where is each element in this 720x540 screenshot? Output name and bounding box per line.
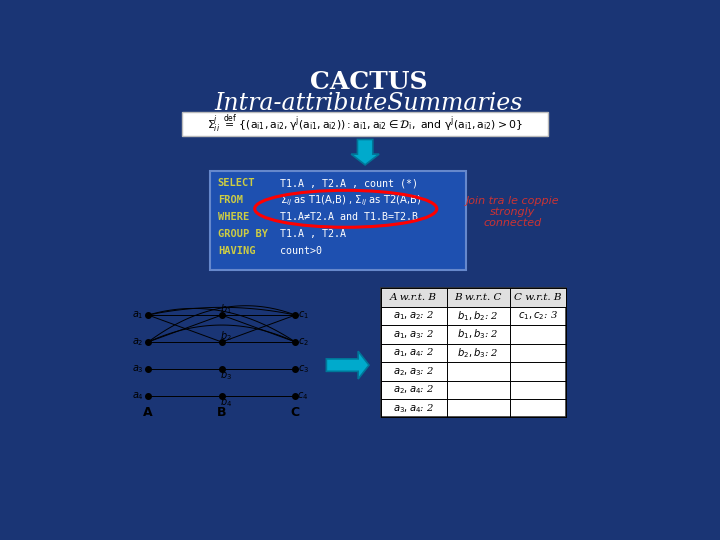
- Polygon shape: [351, 139, 379, 165]
- Text: $c_2$: $c_2$: [297, 336, 309, 348]
- Text: $b_2$: $b_2$: [220, 329, 232, 343]
- Text: $\Sigma_{ii}^{j}\ \overset{\rm def}{=}\ \{(a_{i1}, a_{i2}, \gamma^{j}(a_{i1},a_{: $\Sigma_{ii}^{j}\ \overset{\rm def}{=}\ …: [207, 113, 523, 136]
- Text: SELECT: SELECT: [218, 178, 256, 188]
- Text: $c_1, c_2$: 3: $c_1, c_2$: 3: [518, 309, 558, 322]
- Text: $a_3$: $a_3$: [132, 363, 144, 375]
- FancyBboxPatch shape: [182, 112, 548, 137]
- Text: $a_4$: $a_4$: [132, 390, 144, 402]
- Text: $a_1, a_3$: 2: $a_1, a_3$: 2: [393, 328, 434, 341]
- Text: $b_4$: $b_4$: [220, 395, 232, 409]
- Text: T1.A , T2.A , count (*): T1.A , T2.A , count (*): [280, 178, 418, 188]
- Text: $b_3$: $b_3$: [220, 368, 232, 382]
- FancyBboxPatch shape: [381, 288, 566, 417]
- Text: $a_1, a_4$: 2: $a_1, a_4$: 2: [393, 346, 434, 359]
- Text: $\Sigma_{ij}$ as T1(A,B) , $\Sigma_{ij}$ as T2(A,B): $\Sigma_{ij}$ as T1(A,B) , $\Sigma_{ij}$…: [280, 193, 421, 207]
- Text: A: A: [143, 406, 153, 420]
- Text: $a_1, a_2$: 2: $a_1, a_2$: 2: [393, 309, 434, 322]
- FancyBboxPatch shape: [210, 171, 466, 269]
- Text: HAVING: HAVING: [218, 246, 256, 256]
- Text: $c_4$: $c_4$: [297, 390, 309, 402]
- Text: $c_1$: $c_1$: [297, 309, 309, 321]
- Text: Intra-attributeSummaries: Intra-attributeSummaries: [215, 92, 523, 115]
- Text: C: C: [291, 406, 300, 420]
- Text: connected: connected: [483, 218, 541, 228]
- Text: $b_1, b_3$: 2: $b_1, b_3$: 2: [457, 327, 499, 341]
- Text: count>0: count>0: [280, 246, 322, 256]
- Text: Join tra le coppie: Join tra le coppie: [466, 196, 559, 206]
- Text: A w.r.t. B: A w.r.t. B: [390, 293, 437, 302]
- Text: $a_2, a_4$: 2: $a_2, a_4$: 2: [393, 383, 434, 396]
- Text: $b_1$: $b_1$: [220, 302, 232, 316]
- Text: $b_2, b_3$: 2: $b_2, b_3$: 2: [457, 346, 499, 360]
- Text: GROUP BY: GROUP BY: [218, 229, 268, 239]
- Text: B w.r.t. C: B w.r.t. C: [454, 293, 502, 302]
- Text: WHERE: WHERE: [218, 212, 249, 222]
- Text: strongly: strongly: [490, 207, 535, 217]
- Text: B: B: [217, 406, 227, 420]
- Text: T1.A , T2.A: T1.A , T2.A: [280, 229, 346, 239]
- Text: T1.A≠T2.A and T1.B=T2.B: T1.A≠T2.A and T1.B=T2.B: [280, 212, 418, 222]
- Text: $a_2$: $a_2$: [132, 336, 144, 348]
- Polygon shape: [326, 351, 369, 379]
- Text: $b_1, b_2$: 2: $b_1, b_2$: 2: [457, 309, 499, 323]
- Text: CACTUS: CACTUS: [310, 70, 428, 94]
- Text: $a_3, a_4$: 2: $a_3, a_4$: 2: [393, 402, 434, 415]
- Text: $c_3$: $c_3$: [297, 363, 309, 375]
- Text: FROM: FROM: [218, 195, 243, 205]
- Text: C w.r.t. B: C w.r.t. B: [514, 293, 562, 302]
- FancyBboxPatch shape: [381, 288, 566, 307]
- Text: $a_1$: $a_1$: [132, 309, 144, 321]
- Text: $a_2, a_3$: 2: $a_2, a_3$: 2: [393, 365, 434, 377]
